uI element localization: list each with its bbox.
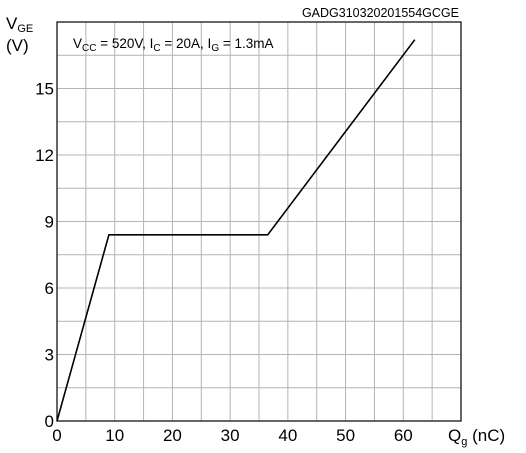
condition-annotation: VCC = 520V, IC = 20A, IG = 1.3mA	[73, 36, 274, 54]
tick-labels: 0 10 20 30 40 50 60 0 3 6 9 12 15	[35, 80, 413, 446]
x-tick-label: 0	[52, 426, 61, 445]
y-tick-label: 15	[35, 80, 54, 99]
x-tick-label: 50	[336, 426, 355, 445]
condition-vcc-label: V	[73, 36, 82, 51]
y-axis-label: VGE	[6, 14, 33, 35]
condition-ic-sub: C	[153, 43, 160, 54]
y-tick-label: 0	[45, 412, 54, 431]
x-axis-label-main: Q	[448, 426, 461, 445]
condition-vcc-sub: CC	[82, 43, 96, 54]
condition-ig-sub: G	[211, 43, 219, 54]
x-tick-label: 10	[105, 426, 124, 445]
y-axis-unit: (V)	[6, 36, 29, 55]
plot-frame	[56, 21, 462, 422]
condition-ig-value: = 1.3mA	[219, 36, 273, 51]
x-axis-label-sub: g	[461, 436, 467, 448]
watermark-label: GADG310320201554GCGE	[302, 6, 459, 20]
y-axis-label-sub: GE	[17, 23, 33, 35]
x-axis-label-unit: (nC)	[467, 426, 505, 445]
y-tick-label: 6	[45, 279, 54, 298]
series-line-vge	[56, 39, 416, 422]
condition-ic-value: = 20A, I	[161, 36, 212, 51]
x-axis-label: Qg (nC)	[448, 426, 505, 448]
x-tick-label: 30	[221, 426, 240, 445]
y-tick-label: 3	[45, 346, 54, 365]
series-layer	[56, 39, 416, 422]
x-tick-label: 40	[278, 426, 297, 445]
condition-vcc-value: = 520V, I	[96, 36, 153, 51]
y-tick-label: 9	[45, 213, 54, 232]
x-tick-label: 20	[163, 426, 182, 445]
y-tick-label: 12	[35, 146, 54, 165]
x-tick-label: 60	[394, 426, 413, 445]
y-axis-label-main: V	[6, 14, 18, 33]
grid-lines	[57, 22, 461, 421]
